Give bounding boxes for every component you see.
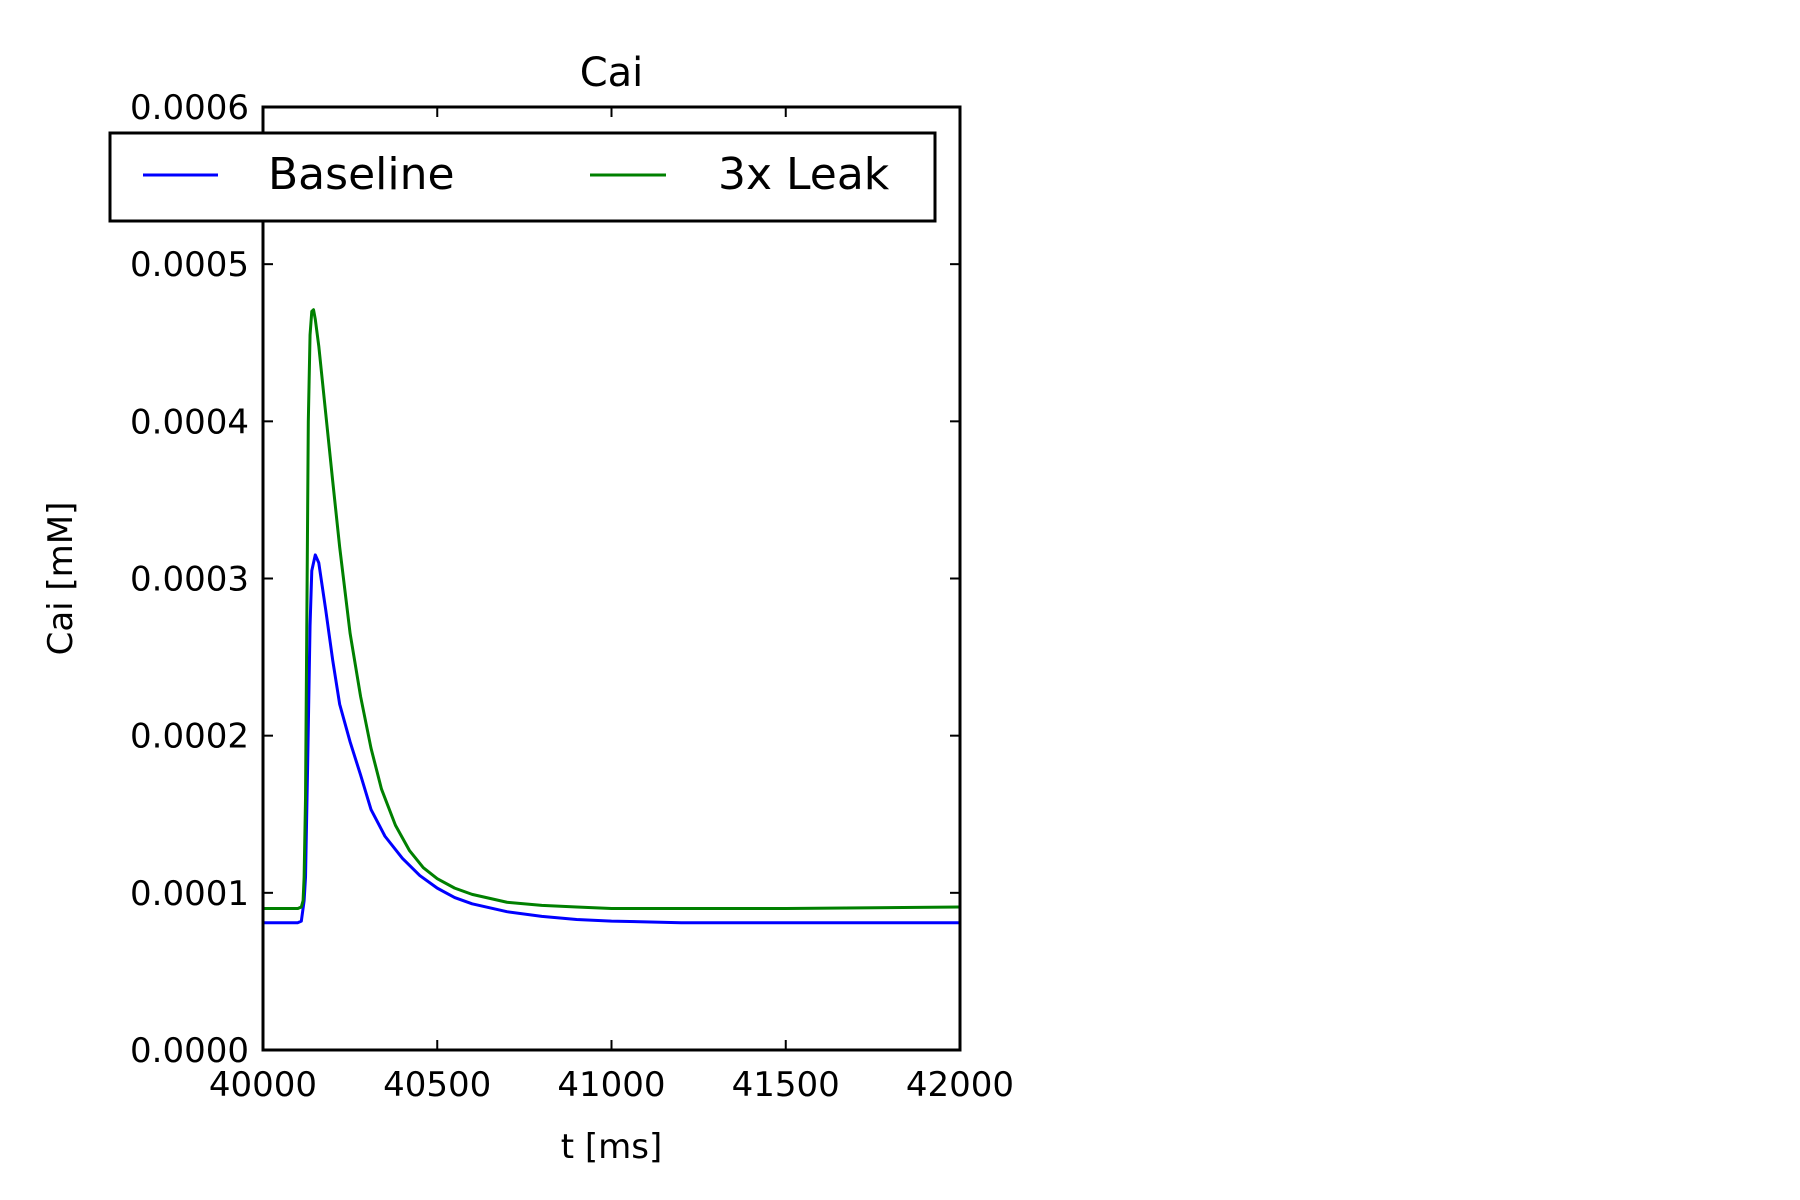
legend-label: Baseline — [268, 149, 455, 200]
series-line-3x-leak — [263, 308, 960, 911]
legend-label: 3x Leak — [718, 149, 890, 200]
y-tick-label: 0.0004 — [130, 402, 249, 442]
y-tick-label: 0.0005 — [130, 245, 249, 285]
y-tick-label: 0.0002 — [130, 717, 249, 757]
x-tick-label: 40000 — [209, 1065, 317, 1105]
series-group — [263, 308, 960, 925]
legend: Baseline 3x Leak — [108, 131, 937, 223]
x-axis: 40000 40500 41000 41500 42000 — [209, 107, 1014, 1105]
x-tick-label: 41000 — [557, 1065, 665, 1105]
x-tick-label: 40500 — [383, 1065, 491, 1105]
y-tick-label: 0.0006 — [130, 88, 249, 128]
y-tick-label: 0.0000 — [130, 1031, 249, 1071]
y-axis-label: Cai [mM] — [41, 502, 81, 656]
legend-frame — [108, 131, 937, 223]
x-tick-label: 41500 — [732, 1065, 840, 1105]
chart-title: Cai — [580, 50, 644, 96]
x-axis-label: t [ms] — [561, 1127, 663, 1167]
y-tick-label: 0.0001 — [130, 874, 249, 914]
y-tick-label: 0.0003 — [130, 560, 249, 600]
y-axis: 0.0000 0.0001 0.0002 0.0003 0.0004 0.0005 0.00… — [130, 88, 960, 1071]
x-tick-label: 42000 — [906, 1065, 1014, 1105]
